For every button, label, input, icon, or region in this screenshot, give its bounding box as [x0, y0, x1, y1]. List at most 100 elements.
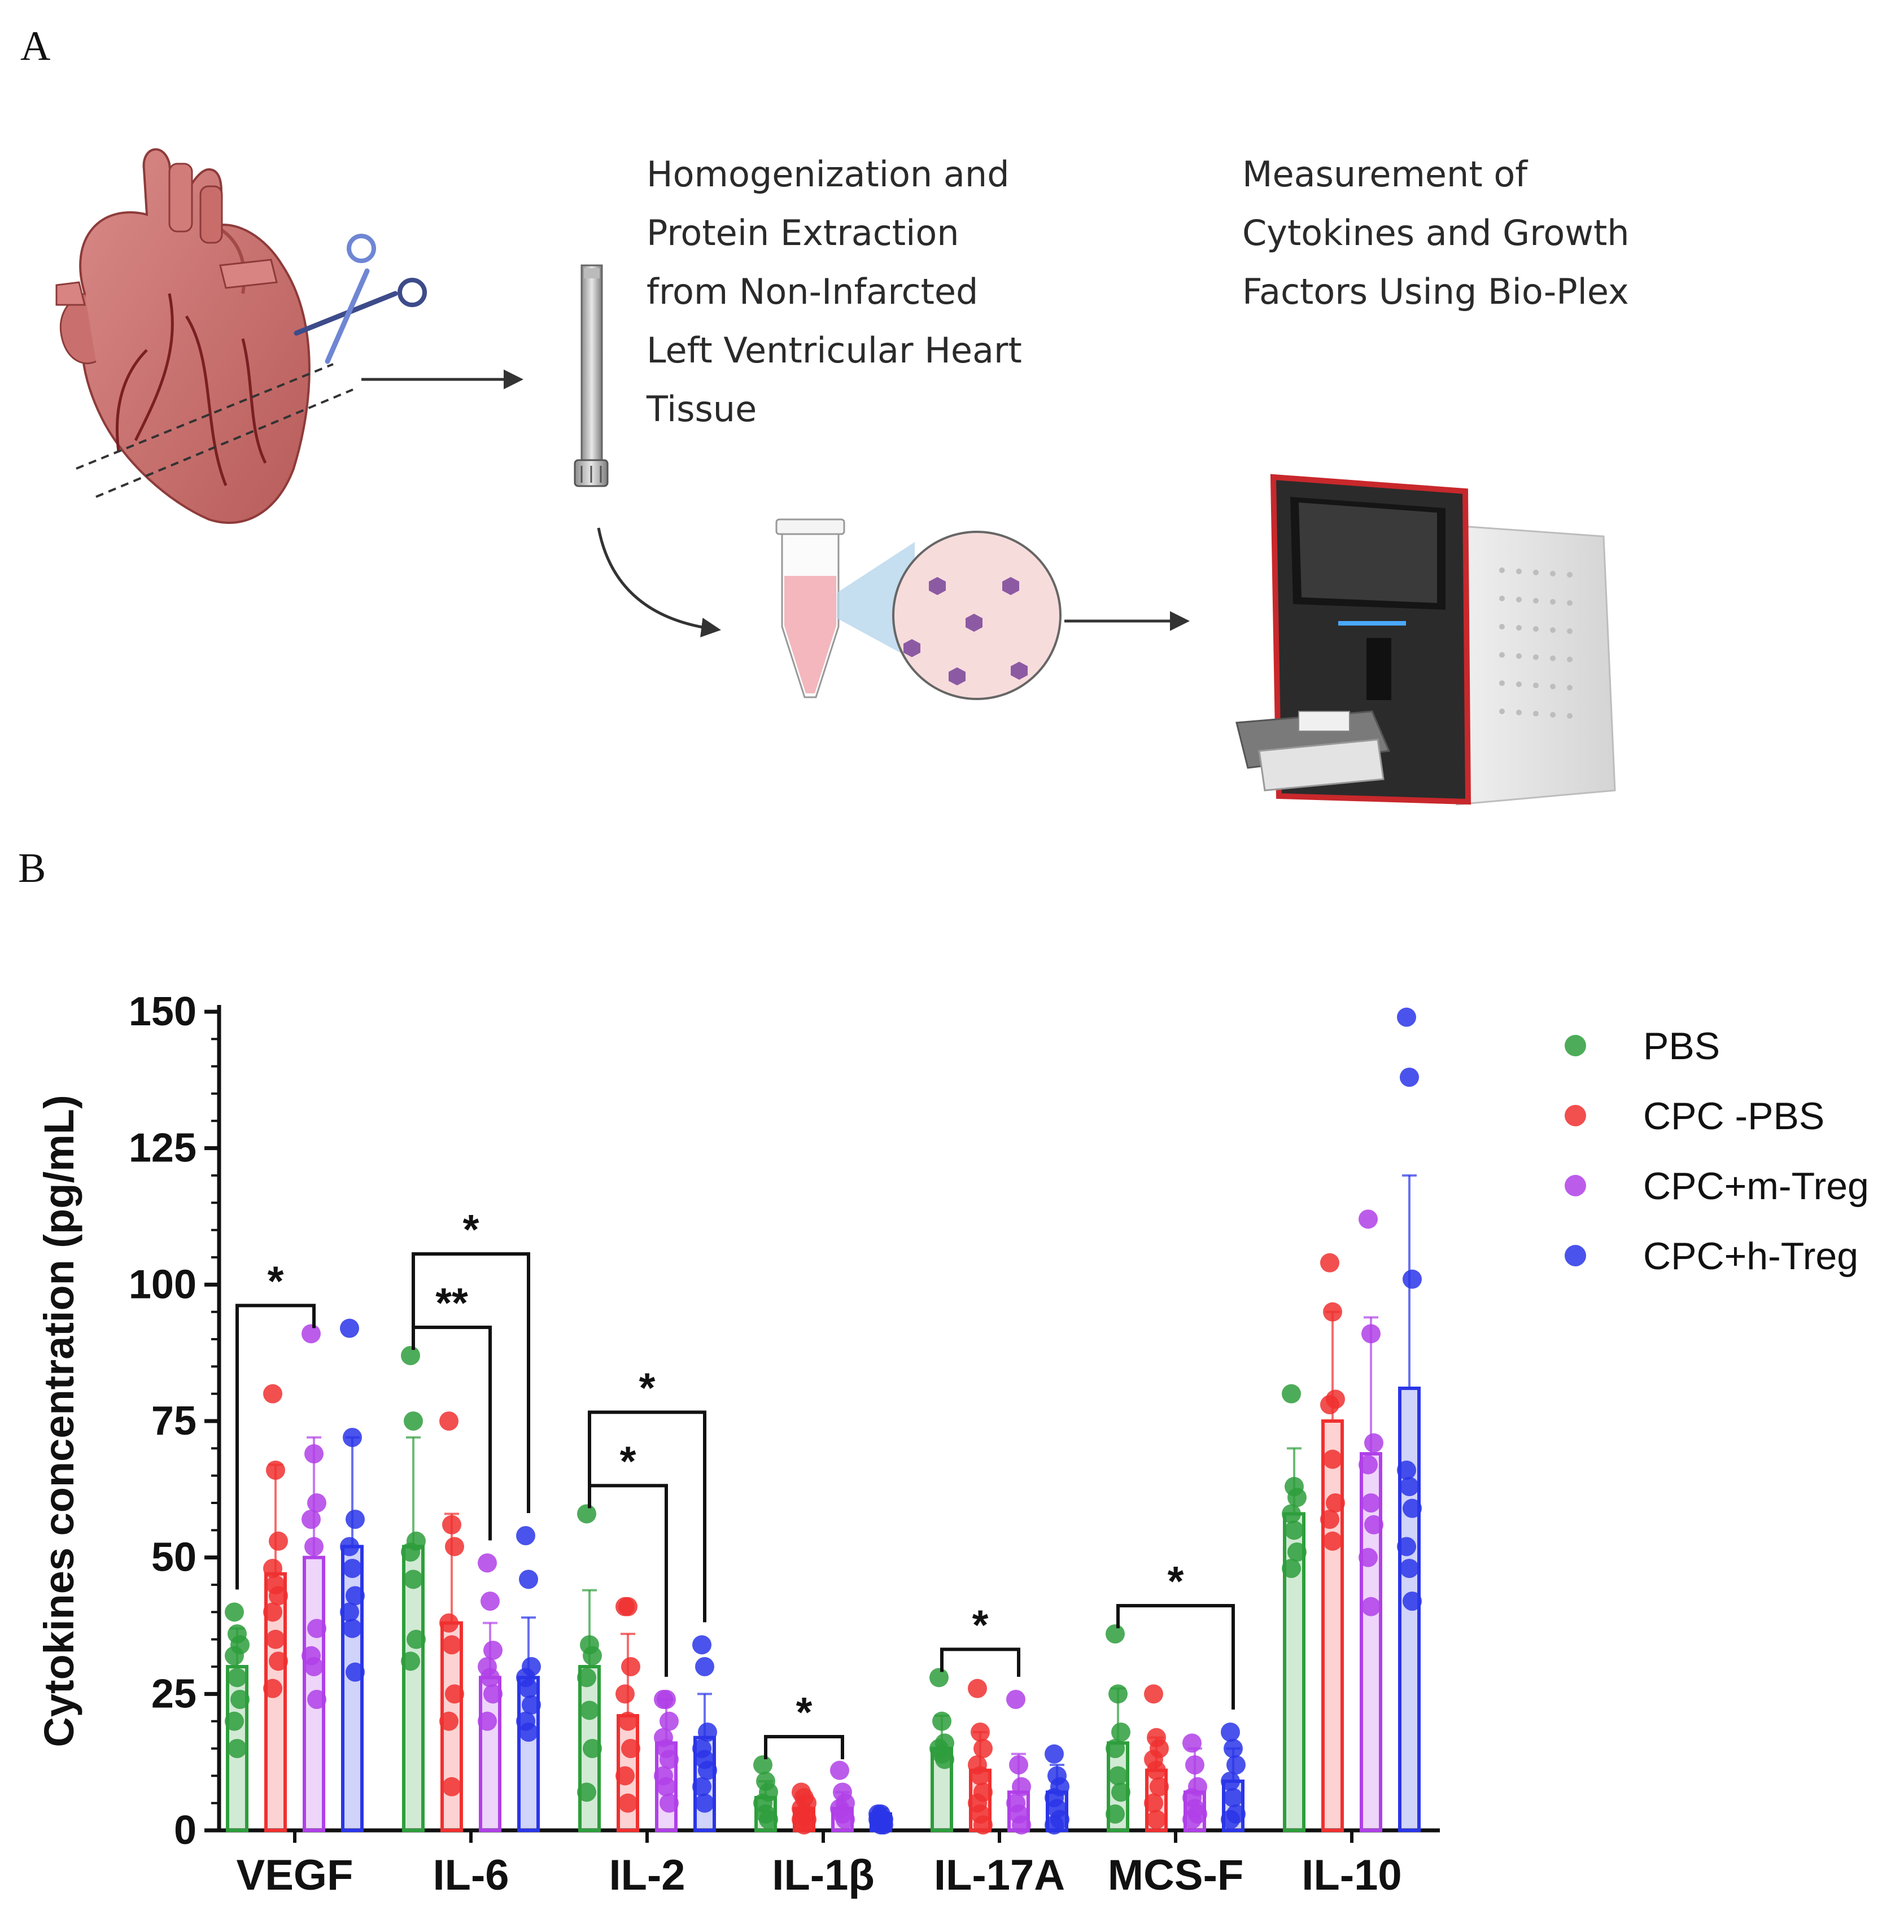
data-point	[439, 1613, 458, 1633]
significance-bracket	[1116, 1604, 1235, 1710]
data-point	[1285, 1520, 1304, 1540]
data-point	[439, 1411, 458, 1431]
data-point	[230, 1690, 250, 1709]
y-tick-label: 0	[174, 1808, 196, 1853]
data-point	[516, 1526, 535, 1545]
data-point	[266, 1629, 285, 1649]
data-point	[1287, 1488, 1307, 1507]
data-point	[1226, 1755, 1246, 1774]
data-point	[519, 1679, 538, 1698]
significance-label: *	[620, 1437, 636, 1484]
data-point	[1111, 1782, 1130, 1802]
data-point	[874, 1815, 893, 1835]
data-point	[971, 1766, 990, 1786]
homogenizer-icon	[574, 264, 609, 487]
data-point	[971, 1723, 990, 1742]
data-point	[269, 1651, 288, 1671]
data-point	[346, 1510, 365, 1529]
legend-label: CPC -PBS	[1643, 1095, 1824, 1138]
significance-label: **	[435, 1279, 468, 1326]
data-point	[1400, 1559, 1419, 1578]
bioplex-instrument-icon	[1235, 474, 1616, 806]
data-point	[1282, 1504, 1301, 1524]
data-point	[1045, 1744, 1064, 1764]
panel-b: B 0 25 50 75 100 125 150 Cytokines concentratio…	[18, 845, 1869, 1899]
data-point	[1185, 1755, 1204, 1774]
data-point	[583, 1646, 602, 1666]
significance-bracket	[412, 1326, 492, 1541]
data-point	[1400, 1068, 1419, 1087]
x-category-label: IL-2	[609, 1851, 685, 1899]
data-point	[615, 1684, 635, 1704]
y-tick-label: 25	[151, 1671, 196, 1716]
bar	[479, 1676, 501, 1832]
legend-marker	[1565, 1035, 1586, 1056]
data-point	[1182, 1733, 1202, 1753]
panel-b-letter: B	[18, 845, 46, 891]
data-point	[1361, 1324, 1381, 1344]
significance-bracket	[940, 1647, 1020, 1677]
data-point	[698, 1723, 717, 1742]
data-point	[1397, 1537, 1416, 1557]
data-point	[1012, 1777, 1031, 1797]
scissors-icon	[294, 234, 427, 364]
data-point	[483, 1684, 503, 1704]
data-point	[343, 1559, 362, 1578]
data-point	[1323, 1531, 1342, 1551]
data-point	[1359, 1548, 1378, 1567]
significance-label: *	[463, 1206, 479, 1253]
data-point	[577, 1504, 596, 1524]
data-point	[1359, 1209, 1378, 1229]
data-point	[346, 1662, 365, 1682]
data-point	[481, 1592, 500, 1611]
data-point	[1361, 1597, 1381, 1616]
data-point	[753, 1755, 772, 1774]
data-point	[478, 1711, 497, 1731]
data-point	[483, 1641, 503, 1660]
data-point	[1108, 1766, 1128, 1786]
data-point	[1221, 1723, 1240, 1742]
data-point	[1045, 1815, 1064, 1835]
step-homogenization-text: Homogenization and Protein Extraction fr…	[646, 154, 1022, 430]
significance-label: *	[639, 1364, 656, 1411]
data-point	[401, 1651, 420, 1671]
x-category-label: IL-1β	[772, 1851, 875, 1899]
data-point	[1111, 1723, 1130, 1742]
cytokine-bar-chart: 0 25 50 75 100 125 150 Cytokines concentration …	[36, 989, 1869, 1899]
data-point	[621, 1739, 640, 1758]
data-point	[1221, 1809, 1240, 1829]
significance-bracket	[412, 1252, 530, 1513]
data-point	[583, 1739, 602, 1758]
data-point	[1282, 1559, 1301, 1578]
data-point	[228, 1739, 247, 1758]
data-point	[621, 1657, 640, 1676]
y-tick-label: 150	[129, 989, 196, 1034]
data-point	[618, 1711, 637, 1731]
y-tick-label: 75	[151, 1398, 196, 1444]
data-point	[266, 1461, 285, 1480]
data-point	[1359, 1455, 1378, 1475]
data-point	[228, 1668, 247, 1688]
data-point	[522, 1695, 541, 1715]
step2-line: Cytokines and Growth	[1242, 212, 1630, 253]
data-point	[932, 1711, 951, 1731]
data-point	[1147, 1760, 1166, 1780]
x-category-label: VEGF	[237, 1851, 353, 1899]
data-point	[304, 1657, 324, 1676]
step2-line: Measurement of	[1242, 154, 1529, 195]
data-point	[580, 1701, 599, 1720]
data-point	[1320, 1253, 1339, 1273]
data-point	[1224, 1788, 1243, 1807]
data-point	[1106, 1804, 1125, 1824]
data-point	[404, 1411, 423, 1431]
data-point	[695, 1657, 714, 1676]
data-point	[1323, 1449, 1342, 1469]
data-point	[225, 1711, 244, 1731]
data-point	[307, 1690, 326, 1709]
data-point	[340, 1602, 359, 1622]
significance-label: *	[268, 1257, 284, 1304]
data-point	[481, 1668, 500, 1688]
legend-label: PBS	[1643, 1025, 1720, 1068]
data-point	[442, 1635, 461, 1655]
